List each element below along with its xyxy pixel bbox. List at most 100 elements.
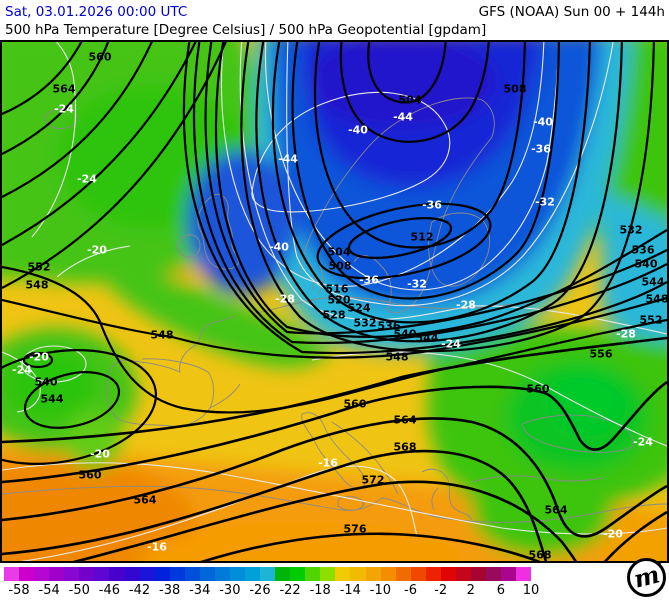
colorbar-segment bbox=[320, 567, 336, 581]
temperature-label: -40 bbox=[348, 123, 368, 137]
colorbar-segment bbox=[19, 567, 35, 581]
colorbar-tick-label: -54 bbox=[38, 583, 60, 598]
colorbar-tick-label: 10 bbox=[522, 583, 540, 598]
geopotential-label: 560 bbox=[78, 468, 102, 482]
geopotential-label: 564 bbox=[393, 413, 417, 427]
geopotential-label: 544 bbox=[40, 392, 64, 406]
colorbar-tick-label: -6 bbox=[404, 583, 418, 598]
temperature-label: -44 bbox=[278, 152, 298, 166]
colorbar-segment bbox=[486, 567, 502, 581]
temperature-label: -20 bbox=[29, 350, 49, 364]
temperature-label: -40 bbox=[533, 115, 553, 129]
colorbar-segment bbox=[470, 567, 486, 581]
chart-title: 500 hPa Temperature [Degree Celsius] / 5… bbox=[5, 22, 487, 38]
geopotential-label: 504 bbox=[327, 245, 351, 259]
geopotential-contours-south bbox=[2, 336, 667, 561]
geopotential-label: 508 bbox=[328, 259, 352, 273]
colorbar-segment bbox=[154, 567, 170, 581]
colorbar-segment bbox=[501, 567, 517, 581]
colorbar-segment bbox=[124, 567, 140, 581]
geopotential-label: 532 bbox=[353, 316, 377, 330]
colorbar-segment bbox=[365, 567, 381, 581]
temperature-field bbox=[2, 42, 667, 561]
temperature-label: -20 bbox=[87, 243, 107, 257]
geopotential-label: 544 bbox=[415, 331, 439, 345]
colorbar-segment bbox=[440, 567, 456, 581]
geopotential-label: 564 bbox=[544, 503, 568, 517]
colorbar-segment bbox=[425, 567, 441, 581]
colorbar-segment bbox=[410, 567, 426, 581]
temperature-label: -28 bbox=[456, 298, 476, 312]
colorbar-segment bbox=[455, 567, 471, 581]
colorbar-tick-label: -10 bbox=[369, 583, 392, 598]
temperature-label: -36 bbox=[359, 273, 379, 287]
colorbar-tick-label: -42 bbox=[128, 583, 151, 598]
colorbar-segment bbox=[260, 567, 276, 581]
colorbar-segment bbox=[229, 567, 245, 581]
colorbar-tick-label: -2 bbox=[434, 583, 448, 598]
colorbar-segment bbox=[94, 567, 110, 581]
colorbar-segment bbox=[184, 567, 200, 581]
colorbar-segment bbox=[34, 567, 50, 581]
header: Sat, 03.01.2026 00:00 UTC GFS (NOAA) Sun… bbox=[0, 0, 669, 40]
colorbar-tick-label: -30 bbox=[219, 583, 241, 598]
geopotential-label: 560 bbox=[526, 382, 550, 396]
colorbar-segment bbox=[79, 567, 95, 581]
geopotential-label: 548 bbox=[385, 350, 409, 364]
colorbar bbox=[4, 567, 532, 581]
colorbar-segment bbox=[380, 567, 396, 581]
temperature-label: -24 bbox=[54, 102, 74, 116]
weather-map-svg bbox=[2, 42, 667, 561]
geopotential-label: 560 bbox=[343, 397, 367, 411]
geopotential-label: 520 bbox=[327, 293, 351, 307]
colorbar-tick-label: -14 bbox=[339, 583, 361, 598]
coastlines bbox=[2, 97, 667, 523]
temperature-label: -16 bbox=[147, 540, 167, 554]
geopotential-label: 524 bbox=[347, 301, 371, 315]
colorbar-tick-label: -38 bbox=[159, 583, 181, 598]
temperature-label: -24 bbox=[77, 172, 97, 186]
colorbar-tick-label: 6 bbox=[496, 583, 506, 598]
geopotential-label: 512 bbox=[410, 230, 434, 244]
colorbar-tick-label: -34 bbox=[189, 583, 211, 598]
colorbar-tick-label: -26 bbox=[249, 583, 271, 598]
colorbar-segment bbox=[64, 567, 80, 581]
colorbar-segment bbox=[290, 567, 306, 581]
geopotential-label: 516 bbox=[325, 282, 349, 296]
temperature-label: -44 bbox=[393, 110, 413, 124]
geopotential-label: 540 bbox=[393, 327, 417, 341]
geopotential-label: 540 bbox=[634, 257, 658, 271]
colorbar-segment bbox=[335, 567, 351, 581]
temperature-label: -36 bbox=[531, 142, 551, 156]
geopotential-label: 564 bbox=[133, 493, 157, 507]
temperature-label: -24 bbox=[633, 435, 653, 449]
temperature-label: -20 bbox=[90, 447, 110, 461]
geopotential-label: 536 bbox=[631, 243, 655, 257]
geopotential-label: 504 bbox=[398, 93, 422, 107]
geopotential-label: 540 bbox=[34, 375, 58, 389]
colorbar-tick-label: -46 bbox=[98, 583, 121, 598]
colorbar-segment bbox=[139, 567, 155, 581]
colorbar-segment bbox=[169, 567, 185, 581]
colorbar-segment bbox=[350, 567, 366, 581]
geopotential-label: 552 bbox=[639, 313, 663, 327]
geopotential-label: 556 bbox=[589, 347, 613, 361]
colorbar-segment bbox=[245, 567, 261, 581]
geopotential-label: 568 bbox=[393, 440, 417, 454]
geopotential-label: 532 bbox=[619, 223, 643, 237]
colorbar-tick-label: -18 bbox=[309, 583, 331, 598]
geopotential-label: 552 bbox=[27, 260, 51, 274]
geopotential-label: 508 bbox=[503, 82, 527, 96]
colorbar-tick-label: 2 bbox=[466, 583, 475, 598]
geopotential-label: 564 bbox=[52, 82, 76, 96]
geopotential-label: 548 bbox=[25, 278, 49, 292]
geopotential-contours bbox=[2, 42, 667, 465]
colorbar-segment bbox=[395, 567, 411, 581]
logo-m-icon: m ʼ bbox=[627, 558, 666, 597]
model-forecast-hour: GFS (NOAA) Sun 00 + 144h bbox=[478, 4, 665, 20]
logo-tick: ʼ bbox=[655, 558, 665, 575]
geopotential-label: 544 bbox=[641, 275, 665, 289]
colorbar-tick-label: -22 bbox=[279, 583, 301, 598]
geopotential-label: 528 bbox=[322, 308, 346, 322]
